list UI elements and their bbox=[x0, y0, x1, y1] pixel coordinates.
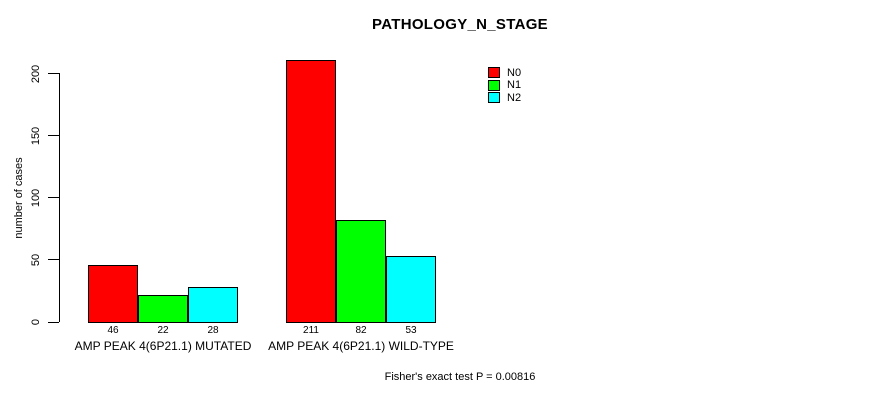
bar-value-label: 28 bbox=[207, 325, 219, 336]
y-axis-tick-label: 50 bbox=[30, 253, 42, 267]
bar-n1-group-1 bbox=[138, 295, 188, 323]
legend-label: N2 bbox=[507, 91, 522, 104]
y-axis-tick bbox=[48, 135, 59, 137]
legend-swatch-n0 bbox=[488, 67, 500, 78]
legend-swatch-n1 bbox=[488, 79, 500, 91]
y-axis-label: number of cases bbox=[13, 157, 25, 239]
bar-n2-group-2 bbox=[386, 256, 436, 323]
bar-value-label: 22 bbox=[157, 325, 169, 336]
legend-item-n2: N2 bbox=[488, 92, 521, 104]
y-axis-tick bbox=[48, 73, 59, 75]
y-axis-tick bbox=[48, 321, 59, 323]
bar-value-label: 53 bbox=[405, 325, 417, 336]
y-axis-tick bbox=[48, 259, 59, 261]
y-axis-tick-label: 150 bbox=[30, 126, 42, 145]
bar-n2-group-1 bbox=[188, 287, 238, 323]
category-label: AMP PEAK 4(6P21.1) MUTATED bbox=[74, 339, 252, 353]
bar-value-label: 82 bbox=[355, 325, 367, 336]
legend-swatch-n2 bbox=[488, 92, 500, 104]
bar-value-label: 46 bbox=[107, 325, 119, 336]
category-label: AMP PEAK 4(6P21.1) WILD-TYPE bbox=[268, 339, 454, 353]
y-axis-line bbox=[59, 73, 60, 322]
bar-n0-group-2 bbox=[286, 60, 336, 323]
legend-item-n0: N0 bbox=[488, 67, 521, 79]
chart-title: PATHOLOGY_N_STAGE bbox=[372, 16, 548, 33]
legend-label: N1 bbox=[507, 79, 522, 92]
bar-n1-group-2 bbox=[336, 220, 386, 323]
legend-label: N0 bbox=[507, 66, 522, 79]
bar-value-label: 211 bbox=[303, 325, 319, 336]
annotation-fisher-test: Fisher's exact test P = 0.00816 bbox=[384, 371, 536, 383]
y-axis-tick-label: 0 bbox=[30, 318, 42, 326]
y-axis-tick-label: 100 bbox=[30, 188, 42, 207]
y-axis-tick-label: 200 bbox=[30, 64, 42, 83]
y-axis-tick bbox=[48, 197, 59, 199]
bar-n0-group-1 bbox=[88, 265, 138, 323]
legend-item-n1: N1 bbox=[488, 79, 521, 91]
